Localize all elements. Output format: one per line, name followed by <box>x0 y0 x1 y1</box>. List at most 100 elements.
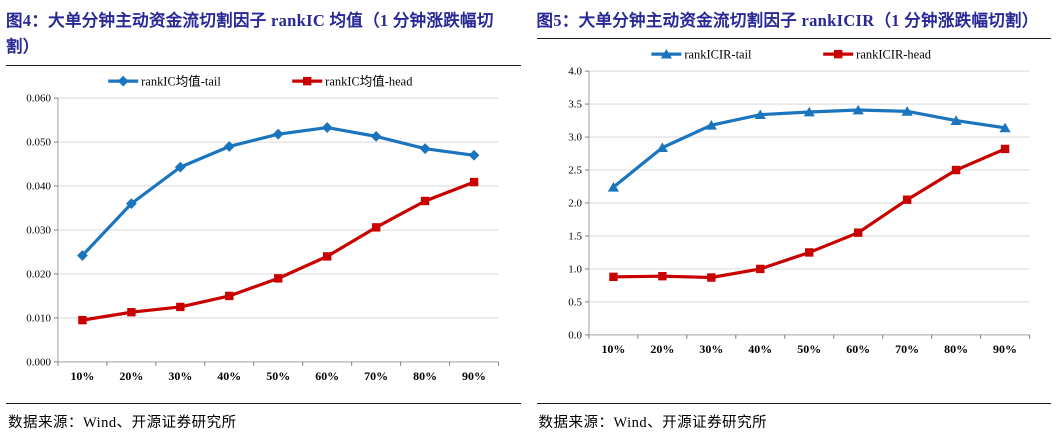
y-tick-label: 1.0 <box>568 264 582 276</box>
y-tick-label: 1.5 <box>568 231 582 243</box>
data-point-marker <box>656 142 668 153</box>
data-point-marker <box>419 143 431 154</box>
data-point-marker <box>272 128 284 140</box>
data-point-marker <box>1000 145 1009 154</box>
y-tick-label: 0.050 <box>26 136 51 148</box>
x-tick-label: 90% <box>462 369 486 383</box>
data-point-marker <box>371 222 381 232</box>
data-point-marker <box>706 273 716 283</box>
x-tick-labels: 10% 20% 30% 40% 50% 60% 70% 80% 90% <box>601 342 1017 356</box>
data-point-marker <box>608 273 618 282</box>
series-rankICIR-tail <box>607 105 1011 192</box>
legend-marker-square-icon <box>303 76 312 86</box>
legend-item: rankIC均值-head <box>292 73 413 88</box>
data-point-marker <box>754 109 766 120</box>
y-tick-label: 3.5 <box>568 99 582 111</box>
series-line <box>80 180 476 322</box>
x-tick-labels: 10% 20% 30% 40% 50% 60% 70% 80% 90% <box>70 369 486 383</box>
y-tick-label: 4.0 <box>568 66 582 78</box>
legend-label: rankIC均值-head <box>325 73 413 88</box>
x-tick-label: 40% <box>217 369 241 383</box>
data-point-marker <box>274 273 283 283</box>
x-tick-label: 60% <box>846 342 870 356</box>
series-rankICIR-head <box>608 145 1009 283</box>
data-point-marker <box>901 106 913 117</box>
figure-5-title: 图5：大单分钟主动资金流切割因子 rankICIR（1 分钟涨跌幅切割） <box>536 6 1051 40</box>
x-tick-label: 30% <box>168 369 192 383</box>
legend: rankIC均值-tail rankIC均值-head <box>108 73 413 88</box>
data-point-marker <box>998 123 1011 133</box>
data-point-marker <box>77 249 88 261</box>
data-point-marker <box>755 265 764 274</box>
data-point-marker <box>127 307 136 317</box>
series-line <box>80 125 476 257</box>
legend-item: rankICIR-head <box>822 48 931 62</box>
gridlines <box>588 71 1030 303</box>
x-tick-label: 60% <box>315 369 339 383</box>
data-point-marker <box>607 182 619 192</box>
series-rankIC均值-tail <box>77 121 480 261</box>
data-point-marker <box>853 228 862 238</box>
x-tick-label: 80% <box>944 342 968 356</box>
figure-4: 图4：大单分钟主动资金流切割因子 rankIC 均值（1 分钟涨跌幅切割） 0.… <box>6 6 521 436</box>
series-rankIC均值-head <box>78 177 479 325</box>
x-tick-label: 20% <box>650 342 674 356</box>
y-tick-label: 0.5 <box>568 297 582 309</box>
y-tick-label: 2.5 <box>568 165 582 177</box>
data-point-marker <box>223 140 235 152</box>
x-tick-label: 70% <box>364 369 388 383</box>
y-tick-label: 0.030 <box>26 224 51 236</box>
legend-marker-triangle-icon <box>660 49 672 59</box>
x-tick-label: 40% <box>748 342 772 356</box>
legend-marker-square-icon <box>833 50 842 59</box>
gridlines <box>57 97 499 319</box>
y-tick-label: 0.060 <box>26 92 51 104</box>
data-point-marker <box>469 177 479 187</box>
y-tick-labels: 0.0 0.5 1.0 1.5 2.0 2.5 3.0 3.5 4.0 <box>568 66 582 342</box>
legend-item: rankICIR-tail <box>650 48 752 62</box>
data-point-marker <box>804 248 813 258</box>
x-tick-label: 50% <box>266 369 290 383</box>
figure-5-source: 数据来源：Wind、开源证券研究所 <box>536 403 1051 436</box>
data-point-marker <box>322 251 332 261</box>
x-tick-label: 50% <box>797 342 821 356</box>
axes <box>584 71 1030 340</box>
data-point-marker <box>78 315 87 325</box>
legend-label: rankICIR-tail <box>684 48 752 62</box>
data-point-marker <box>370 130 382 142</box>
x-tick-label: 80% <box>413 369 437 383</box>
data-point-marker <box>321 121 333 133</box>
x-tick-label: 90% <box>993 342 1017 356</box>
y-tick-label: 0.0 <box>568 330 582 342</box>
figure-4-chart-area: 0.000 0.010 0.020 0.030 0.040 0.050 0.060 10% 20… <box>6 66 521 403</box>
data-point-marker <box>949 115 962 126</box>
figure-4-source: 数据来源：Wind、开源证券研究所 <box>6 403 521 436</box>
y-tick-label: 0.000 <box>26 356 51 368</box>
figure-4-title: 图4：大单分钟主动资金流切割因子 rankIC 均值（1 分钟涨跌幅切割） <box>6 6 521 66</box>
y-tick-label: 0.010 <box>26 312 51 324</box>
data-point-marker <box>902 195 911 205</box>
data-point-marker <box>657 272 667 281</box>
legend-item: rankIC均值-tail <box>108 73 221 88</box>
figure-5: 图5：大单分钟主动资金流切割因子 rankICIR（1 分钟涨跌幅切割） 0.0… <box>536 6 1052 436</box>
figure-4-line-chart: 0.000 0.010 0.020 0.030 0.040 0.050 0.060 10% 20… <box>26 73 500 383</box>
y-tick-labels: 0.000 0.010 0.020 0.030 0.040 0.050 0.060 <box>26 92 51 368</box>
y-tick-label: 0.020 <box>26 268 51 280</box>
figure-5-line-chart: 0.0 0.5 1.0 1.5 2.0 2.5 3.0 3.5 4.0 10% 20% 30% 40% 5… <box>568 48 1030 356</box>
x-tick-label: 20% <box>119 369 143 383</box>
data-point-marker <box>803 107 815 117</box>
legend: rankICIR-tail rankICIR-head <box>650 48 931 62</box>
data-point-marker <box>852 105 864 115</box>
x-tick-label: 10% <box>601 342 625 356</box>
data-point-marker <box>225 291 234 300</box>
series-line <box>611 147 1007 280</box>
data-point-marker <box>176 302 185 311</box>
x-tick-label: 10% <box>70 369 94 383</box>
legend-marker-diamond-icon <box>117 75 129 87</box>
axes <box>53 97 500 366</box>
legend-label: rankIC均值-tail <box>141 73 221 88</box>
figure-5-chart-area: 0.0 0.5 1.0 1.5 2.0 2.5 3.0 3.5 4.0 10% 20% 30% 40% 5… <box>537 39 1052 403</box>
y-tick-label: 2.0 <box>568 198 582 210</box>
data-point-marker <box>951 166 960 175</box>
